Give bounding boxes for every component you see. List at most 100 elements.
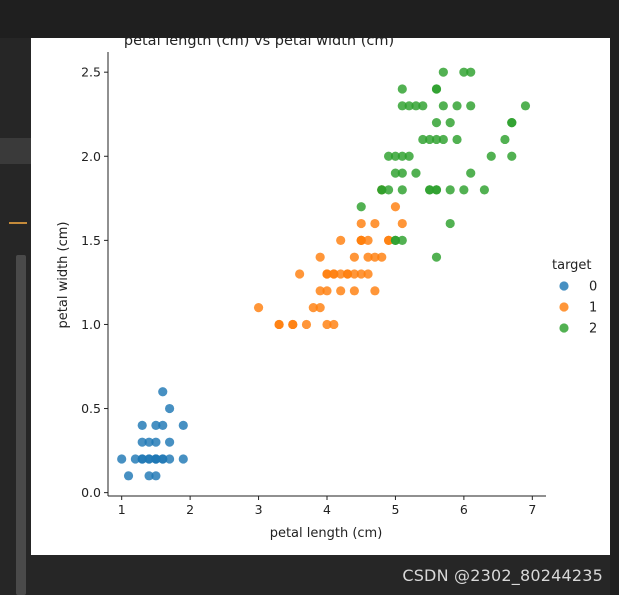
series-0-point bbox=[178, 420, 188, 430]
editor-right-edge bbox=[610, 0, 619, 595]
scatter-chart: petal length (cm) vs petal width (cm) 1 2… bbox=[56, 38, 597, 541]
series-1-point bbox=[329, 269, 339, 279]
series-0-point bbox=[151, 420, 161, 430]
series-2-point bbox=[459, 67, 469, 77]
series-1-point bbox=[295, 269, 305, 279]
series-2-point bbox=[383, 151, 394, 161]
legend-label-0: 0 bbox=[589, 280, 597, 295]
series-1-point bbox=[370, 286, 380, 296]
series-2-point bbox=[431, 118, 442, 128]
series-2-point bbox=[479, 185, 490, 195]
series-2-point bbox=[397, 84, 407, 94]
y-tick-label: 2.0 bbox=[81, 149, 101, 164]
series-2-point bbox=[438, 101, 448, 111]
series-2-point bbox=[445, 185, 455, 195]
series-0-point bbox=[164, 454, 175, 464]
series-0-point bbox=[137, 437, 147, 447]
series-2-point bbox=[418, 134, 428, 145]
series-2-point bbox=[390, 168, 401, 178]
series-0-point bbox=[137, 420, 147, 430]
series-1-point bbox=[322, 319, 332, 330]
series-2-point bbox=[390, 235, 401, 245]
series-2-point bbox=[411, 168, 421, 178]
series-2-point bbox=[404, 151, 414, 161]
series-2-point bbox=[459, 185, 469, 195]
y-tick-label: 0.5 bbox=[81, 401, 101, 416]
series-2-point bbox=[431, 134, 442, 145]
y-tick-label: 1.5 bbox=[81, 233, 101, 248]
series-1-point bbox=[377, 252, 387, 262]
y-axis-label: petal width (cm) bbox=[56, 222, 71, 329]
legend-marker-0 bbox=[559, 281, 569, 291]
series-0-point bbox=[151, 454, 161, 464]
series-1-point bbox=[288, 319, 298, 330]
series-2-point bbox=[445, 118, 455, 128]
series-1-point bbox=[342, 269, 353, 279]
series-2-point bbox=[466, 168, 476, 178]
series-0-point bbox=[144, 437, 154, 447]
series-1-point bbox=[356, 269, 366, 279]
legend-label-2: 2 bbox=[589, 322, 597, 337]
series-2-point bbox=[383, 185, 394, 195]
series-1-point bbox=[349, 269, 359, 279]
series-1-point bbox=[315, 303, 325, 313]
series-1-point bbox=[397, 218, 407, 229]
editor-gutter-tab[interactable] bbox=[0, 138, 31, 164]
legend-title: target bbox=[552, 258, 592, 273]
series-2-point bbox=[438, 134, 448, 145]
series-1-point bbox=[336, 269, 346, 279]
series-2-point bbox=[390, 151, 401, 161]
series-2-point bbox=[397, 168, 407, 178]
x-tick-label: 2 bbox=[186, 502, 194, 517]
series-1-point bbox=[253, 303, 264, 313]
x-tick-label: 3 bbox=[255, 502, 263, 517]
series-2-point bbox=[431, 252, 442, 262]
series-1-point bbox=[370, 252, 380, 262]
data-points bbox=[117, 67, 531, 481]
series-2-point bbox=[520, 101, 531, 111]
series-1-point bbox=[390, 202, 401, 212]
y-tick-label: 1.0 bbox=[81, 317, 101, 332]
series-1-point bbox=[315, 252, 325, 262]
series-1-point bbox=[336, 235, 346, 245]
series-2-point bbox=[356, 202, 366, 212]
series-2-point bbox=[425, 134, 435, 145]
series-2-point bbox=[425, 185, 435, 195]
series-0-point bbox=[178, 454, 188, 464]
series-0-point bbox=[158, 454, 168, 464]
series-1-point bbox=[308, 303, 318, 313]
series-0-point bbox=[158, 387, 168, 397]
series-0-point bbox=[144, 454, 154, 464]
y-tick-label: 0.0 bbox=[81, 485, 101, 500]
series-2-point bbox=[411, 101, 421, 111]
series-1-point bbox=[329, 319, 339, 330]
x-tick-label: 1 bbox=[118, 502, 126, 517]
series-0-point bbox=[130, 454, 140, 464]
series-2-point bbox=[431, 185, 442, 195]
x-tick-label: 7 bbox=[528, 502, 536, 517]
watermark-text: CSDN @2302_80244235 bbox=[402, 566, 603, 585]
chart-legend: target 0 1 2 bbox=[552, 258, 597, 337]
series-1-point bbox=[336, 286, 346, 296]
series-2-point bbox=[466, 101, 476, 111]
vertical-scrollbar[interactable] bbox=[16, 255, 26, 595]
series-0-point bbox=[137, 454, 147, 464]
x-tick-label: 5 bbox=[391, 502, 399, 517]
series-1-point bbox=[322, 269, 332, 279]
plot-output-panel: petal length (cm) vs petal width (cm) 1 2… bbox=[31, 38, 610, 555]
series-2-point bbox=[377, 185, 387, 195]
x-axis-label: petal length (cm) bbox=[270, 526, 383, 541]
series-0-point bbox=[123, 471, 134, 481]
gutter-accent-marker bbox=[9, 222, 27, 224]
plot-axes: 1 2 3 4 5 6 7 0.0 0.5 1.0 1.5 2.0 2.5 bbox=[81, 52, 546, 517]
series-1-point bbox=[356, 235, 366, 245]
series-2-point bbox=[452, 101, 462, 111]
x-tick-label: 4 bbox=[323, 502, 331, 517]
series-2-point bbox=[452, 134, 462, 145]
series-2-point bbox=[507, 151, 517, 161]
x-tick-label: 6 bbox=[460, 502, 468, 517]
series-2-point bbox=[486, 151, 496, 161]
series-0-point bbox=[151, 437, 161, 447]
series-2-point bbox=[397, 235, 407, 245]
series-2-point bbox=[466, 67, 476, 77]
